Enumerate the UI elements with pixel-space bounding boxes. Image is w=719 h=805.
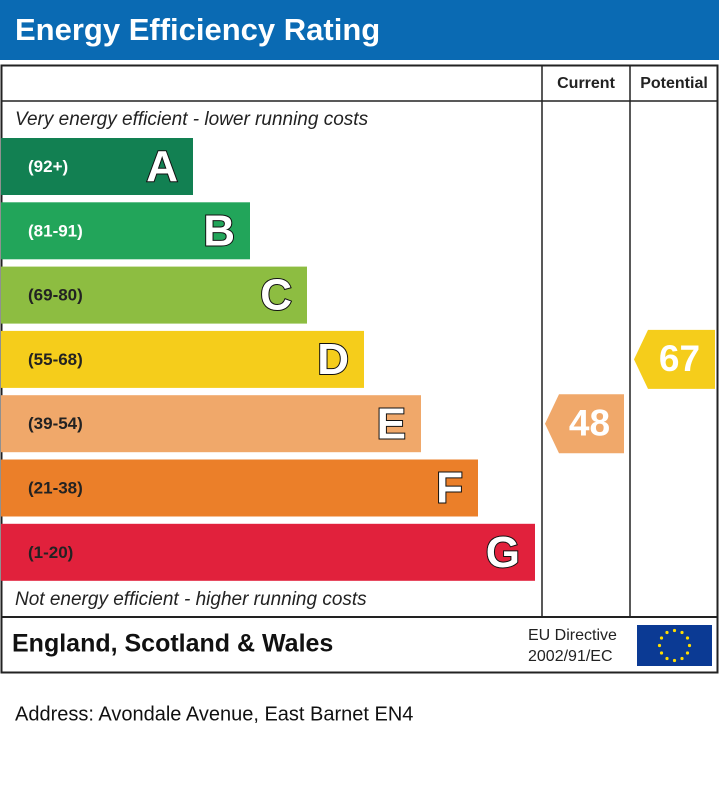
directive: EU Directive xyxy=(528,627,617,644)
region: England, Scotland & Wales xyxy=(12,630,333,658)
top-note: Very energy efficient - lower running co… xyxy=(15,109,369,130)
band-range: (1-20) xyxy=(28,543,73,562)
eu-star xyxy=(665,630,669,635)
title-bar xyxy=(0,0,719,60)
eu-star xyxy=(687,643,692,648)
band-letter: C xyxy=(260,271,292,320)
band-bar xyxy=(1,138,193,195)
band-bar xyxy=(1,459,478,517)
eu-star xyxy=(665,656,669,661)
band-letter: F xyxy=(436,464,463,513)
band-range: (81-91) xyxy=(28,221,83,240)
band-letter: B xyxy=(203,206,235,255)
rating-value: 48 xyxy=(569,402,610,443)
band-range: (39-54) xyxy=(28,414,83,433)
eu-star xyxy=(659,636,664,640)
band-range: (92+) xyxy=(28,157,68,176)
rating-arrow xyxy=(545,394,624,454)
eu-star xyxy=(659,651,664,655)
band-letter: D xyxy=(317,335,349,384)
bottom-note: Not energy efficient - higher running co… xyxy=(15,589,367,610)
eu-star xyxy=(685,651,690,655)
eu-star xyxy=(680,656,684,661)
eu-star xyxy=(657,643,662,648)
band-range: (21-38) xyxy=(28,478,83,497)
eu-star xyxy=(672,628,677,633)
eu-star xyxy=(685,636,690,640)
band-range: (69-80) xyxy=(28,286,83,305)
address: Address: Avondale Avenue, East Barnet EN… xyxy=(15,703,413,725)
column-header: Potential xyxy=(640,75,708,92)
eu-star xyxy=(680,630,684,635)
title: Energy Efficiency Rating xyxy=(15,12,380,47)
band-range: (55-68) xyxy=(28,350,83,369)
band-letter: G xyxy=(486,528,520,577)
column-header: Current xyxy=(557,75,615,92)
band-letter: A xyxy=(146,142,178,191)
band-bar xyxy=(1,395,421,453)
eu-star xyxy=(672,658,677,663)
directive: 2002/91/EC xyxy=(528,648,613,665)
band-bar xyxy=(1,523,535,581)
band-bar xyxy=(1,330,364,388)
band-letter: E xyxy=(377,399,406,448)
band-bar xyxy=(1,266,307,324)
rating-arrow xyxy=(634,329,715,389)
rating-value: 67 xyxy=(659,338,700,379)
band-bar xyxy=(1,202,250,260)
